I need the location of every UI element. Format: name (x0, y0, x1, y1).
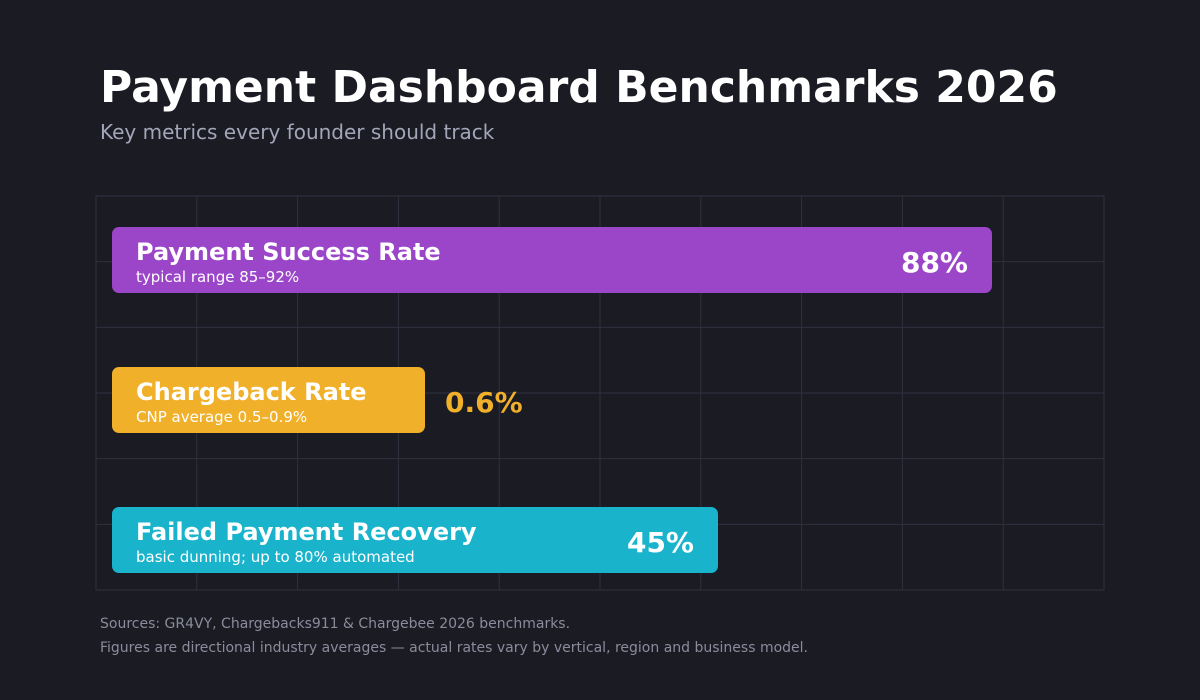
disclaimer-note: Figures are directional industry average… (100, 640, 808, 656)
bar-value-label: 88% (901, 246, 968, 279)
chart-subtitle: Key metrics every founder should track (100, 120, 495, 144)
bar-chargeback-rate: Chargeback Rate CNP average 0.5–0.9% 0.6% (112, 367, 523, 433)
bar-rect (112, 507, 718, 573)
bar-payment-success-rate: Payment Success Rate typical range 85–92%… (112, 227, 992, 293)
chart-bars: Payment Success Rate typical range 85–92%… (112, 227, 992, 573)
bar-value-label: 45% (627, 526, 694, 559)
bar-note: typical range 85–92% (136, 268, 299, 286)
bar-label: Failed Payment Recovery (136, 518, 477, 546)
bar-rect (112, 367, 425, 433)
bar-label: Chargeback Rate (136, 378, 367, 406)
bar-note: basic dunning; up to 80% automated (136, 548, 415, 566)
bar-failed-payment-recovery: Failed Payment Recovery basic dunning; up… (112, 507, 718, 573)
bar-note: CNP average 0.5–0.9% (136, 408, 307, 426)
bar-rect (112, 227, 992, 293)
chart-title: Payment Dashboard Benchmarks 2026 (100, 62, 1058, 113)
bar-value-label: 0.6% (445, 386, 523, 419)
bar-label: Payment Success Rate (136, 238, 441, 266)
sources-note: Sources: GR4VY, Chargebacks911 & Chargeb… (100, 616, 571, 632)
